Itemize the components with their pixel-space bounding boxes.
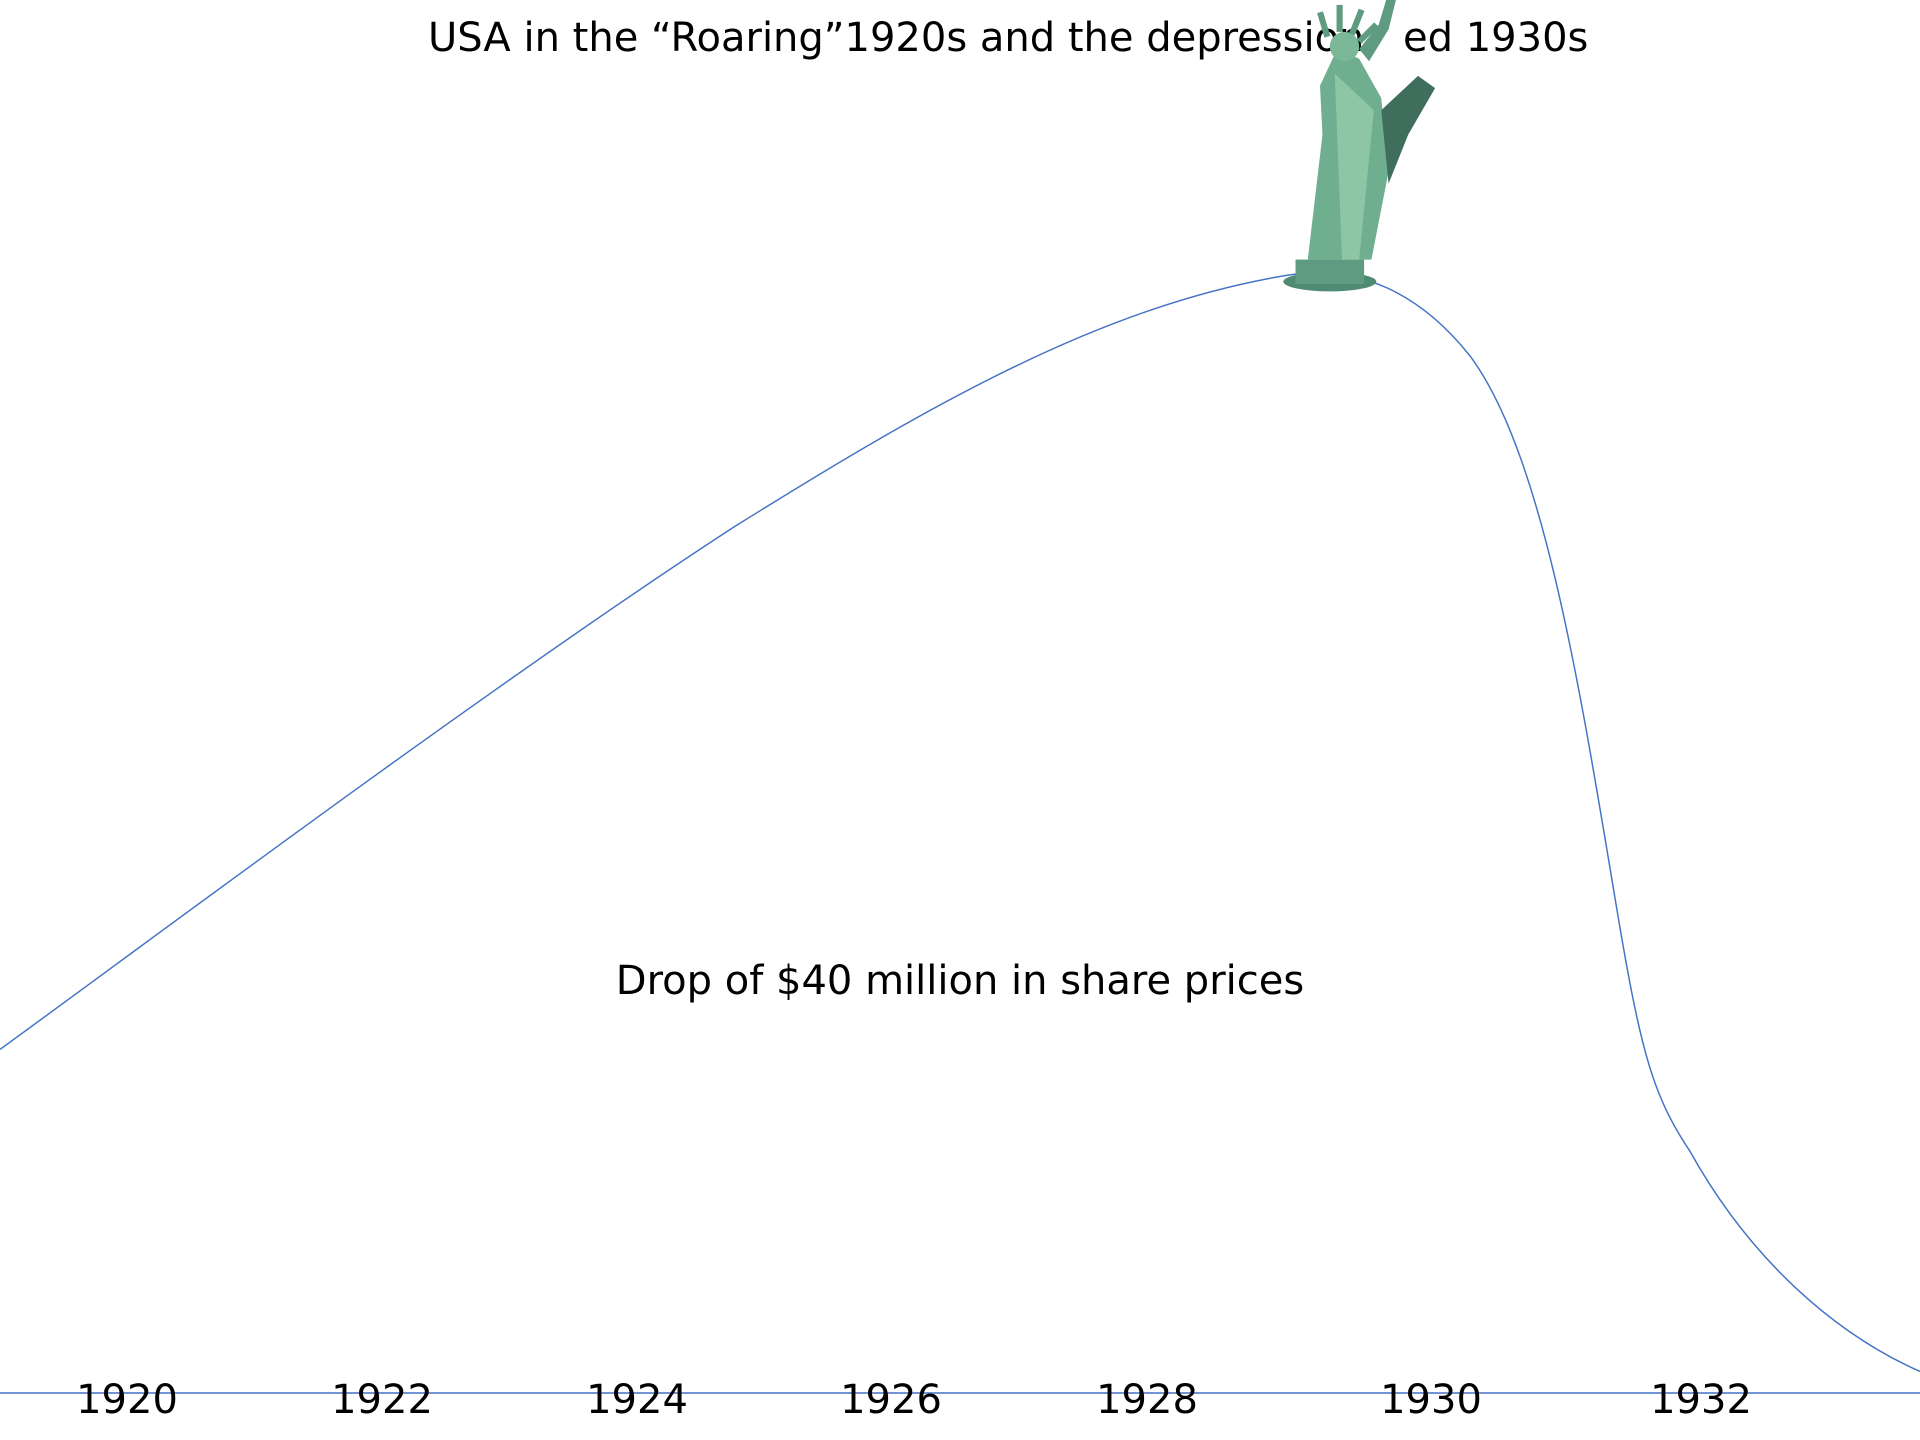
year-label: 1924 bbox=[586, 1377, 688, 1423]
share-price-curve bbox=[0, 272, 1920, 1373]
year-label: 1922 bbox=[331, 1377, 433, 1423]
title-left: USA in the “Roaring”1920s and the depres… bbox=[428, 15, 1364, 61]
year-label: 1920 bbox=[76, 1377, 178, 1423]
timeline-labels: 1920 1922 1924 1926 1928 1930 1932 bbox=[76, 1377, 1752, 1423]
statue bbox=[1283, 0, 1436, 292]
annotation: Drop of $40 million in share prices bbox=[616, 958, 1304, 1004]
year-label: 1926 bbox=[840, 1377, 942, 1423]
curve-group bbox=[0, 272, 1920, 1373]
title-right: ed 1930s bbox=[1403, 15, 1588, 61]
year-label: 1932 bbox=[1650, 1377, 1752, 1423]
year-label: 1930 bbox=[1380, 1377, 1482, 1423]
year-label: 1928 bbox=[1096, 1377, 1198, 1423]
